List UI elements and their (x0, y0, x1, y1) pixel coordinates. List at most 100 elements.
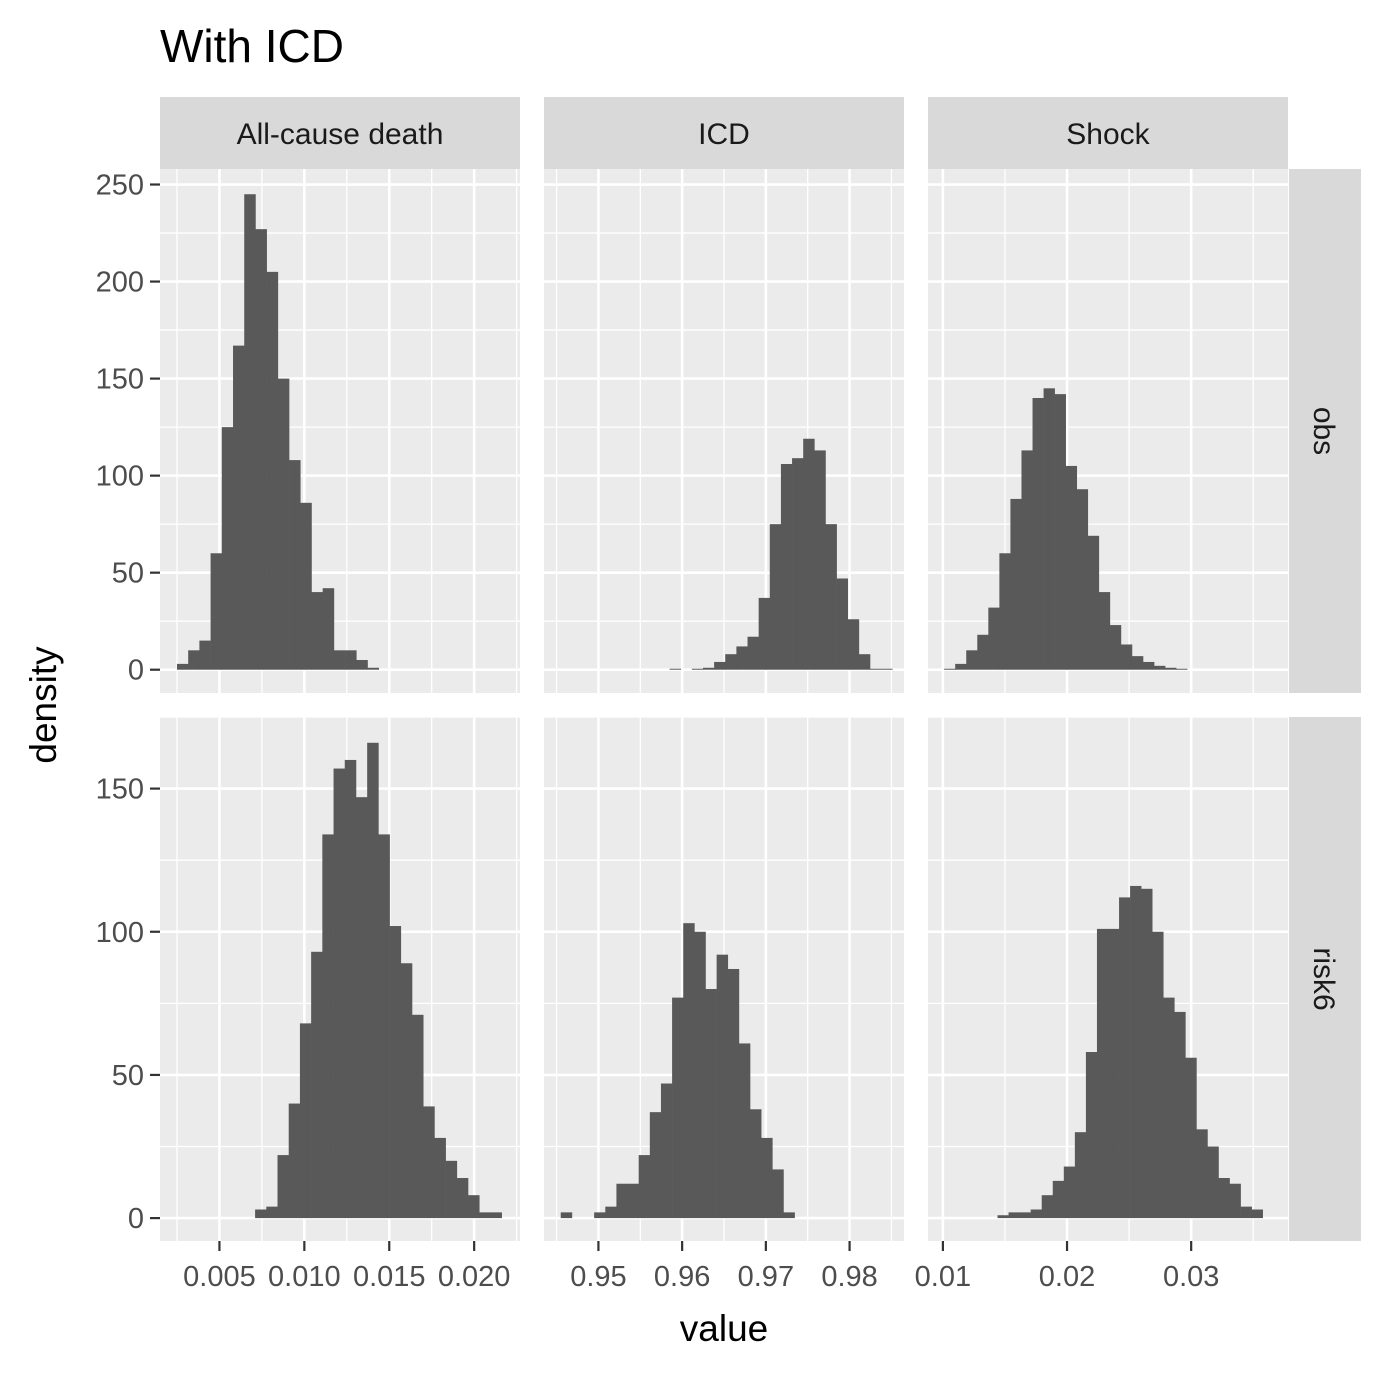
histogram-bar (1120, 644, 1133, 670)
facet-strip-col-1 (544, 97, 904, 169)
histogram-bar (1119, 897, 1131, 1219)
histogram-bar (378, 834, 390, 1219)
histogram-bar (255, 229, 267, 670)
histogram-bar (825, 524, 837, 670)
histogram-bar (988, 607, 1000, 670)
histogram-bar (1218, 1178, 1230, 1219)
histogram-bar (255, 1209, 267, 1219)
x-tick-label: 0.03 (1163, 1261, 1219, 1293)
histogram-bar (1176, 668, 1188, 670)
x-tick-label: 0.97 (738, 1261, 794, 1293)
x-tick-label: 0.01 (915, 1261, 971, 1293)
histogram-bar (221, 427, 234, 670)
x-tick-label: 0.010 (268, 1261, 341, 1293)
histogram-bar (783, 1212, 795, 1219)
histogram-bar (649, 1112, 662, 1219)
histogram-bar (683, 923, 695, 1219)
histogram-bar (814, 450, 826, 670)
histogram-bar (1032, 398, 1044, 670)
histogram-bar (1074, 1132, 1087, 1219)
histogram-bar (736, 646, 748, 670)
histogram-bar (1052, 1180, 1065, 1219)
histogram-bar (1054, 394, 1066, 670)
histogram-bar (870, 668, 882, 670)
histogram-bar (847, 619, 860, 670)
histogram-bar (277, 1155, 290, 1219)
histogram-bar (780, 463, 793, 670)
panel-1-1: 0.95 0.96 0.97 0.98 (544, 716, 904, 1293)
histogram-bar (1010, 498, 1022, 670)
histogram-bar (750, 1109, 762, 1219)
histogram-bar (1019, 1212, 1031, 1219)
histogram-bar (1130, 885, 1142, 1219)
histogram-bar (792, 458, 804, 670)
histogram-bar (616, 1183, 628, 1219)
histogram-bar (836, 578, 849, 670)
histogram-bar (714, 661, 726, 670)
panel-2-0 (928, 169, 1288, 693)
histogram-bar (997, 1215, 1009, 1219)
facet-label-col-2: Shock (1066, 118, 1150, 151)
histogram-bar (210, 553, 223, 670)
histogram-bar (1251, 1209, 1263, 1219)
histogram-bar (468, 1195, 480, 1219)
histogram-bar (560, 1212, 573, 1219)
y-tick-label: 50 (112, 558, 144, 590)
x-tick-label: 0.96 (654, 1261, 710, 1293)
histogram-bar (594, 1212, 606, 1219)
histogram-bar (344, 759, 357, 1219)
histogram-bar (412, 1014, 424, 1219)
histogram-bar (289, 460, 301, 670)
histogram-bar (389, 926, 402, 1219)
histogram-bar (1043, 388, 1055, 670)
histogram-bar (176, 663, 189, 670)
histogram-bar (627, 1183, 639, 1219)
histogram-bar (669, 668, 682, 670)
histogram-bar (199, 640, 211, 670)
histogram-bar (738, 1043, 751, 1219)
histogram-bar (1165, 667, 1177, 670)
histogram-bar (725, 654, 737, 670)
y-axis-title: density (23, 646, 64, 764)
facet-label-col-1: ICD (698, 118, 750, 151)
histogram-bar (758, 597, 771, 670)
y-tick-label: 0 (128, 1203, 144, 1235)
x-axis-title: value (680, 1308, 768, 1349)
x-tick-label: 0.020 (438, 1261, 511, 1293)
histogram-bar (1087, 535, 1100, 670)
y-tick-label: 100 (96, 461, 144, 493)
histogram-bar (400, 963, 413, 1219)
histogram-bar (769, 524, 782, 670)
histogram-bar (694, 931, 706, 1219)
histogram-bar (1098, 592, 1111, 670)
histogram-bar (1021, 450, 1033, 670)
y-tick-label: 150 (96, 364, 144, 396)
histogram-bar (266, 271, 279, 670)
x-tick-label: 0.02 (1039, 1261, 1095, 1293)
facet-label-col-0: All-cause death (237, 118, 444, 151)
histogram-bar (322, 834, 334, 1219)
histogram-bar (1065, 465, 1078, 670)
histogram-bar (672, 997, 684, 1219)
histogram-bar (1143, 661, 1155, 670)
histogram-bar (638, 1155, 651, 1219)
histogram-bar (1030, 1209, 1043, 1219)
histogram-bar (747, 636, 759, 670)
histogram-bar (716, 954, 729, 1219)
histogram-bar (1008, 1212, 1020, 1219)
histogram-bar (1108, 928, 1120, 1219)
histogram-bar (345, 650, 357, 670)
histogram-bar (1041, 1195, 1054, 1219)
histogram-bar (1240, 1206, 1252, 1219)
histogram-bar (367, 667, 380, 670)
histogram-bar (1185, 1057, 1197, 1219)
histogram-bar (605, 1206, 617, 1219)
histogram-bar (1141, 888, 1153, 1219)
histogram-bar (423, 1106, 435, 1219)
histogram-bar (355, 797, 368, 1219)
histogram-bar (761, 1137, 773, 1219)
histogram-bar (1131, 656, 1144, 670)
chart-title: With ICD (160, 20, 344, 72)
x-tick-label: 0.015 (353, 1261, 426, 1293)
